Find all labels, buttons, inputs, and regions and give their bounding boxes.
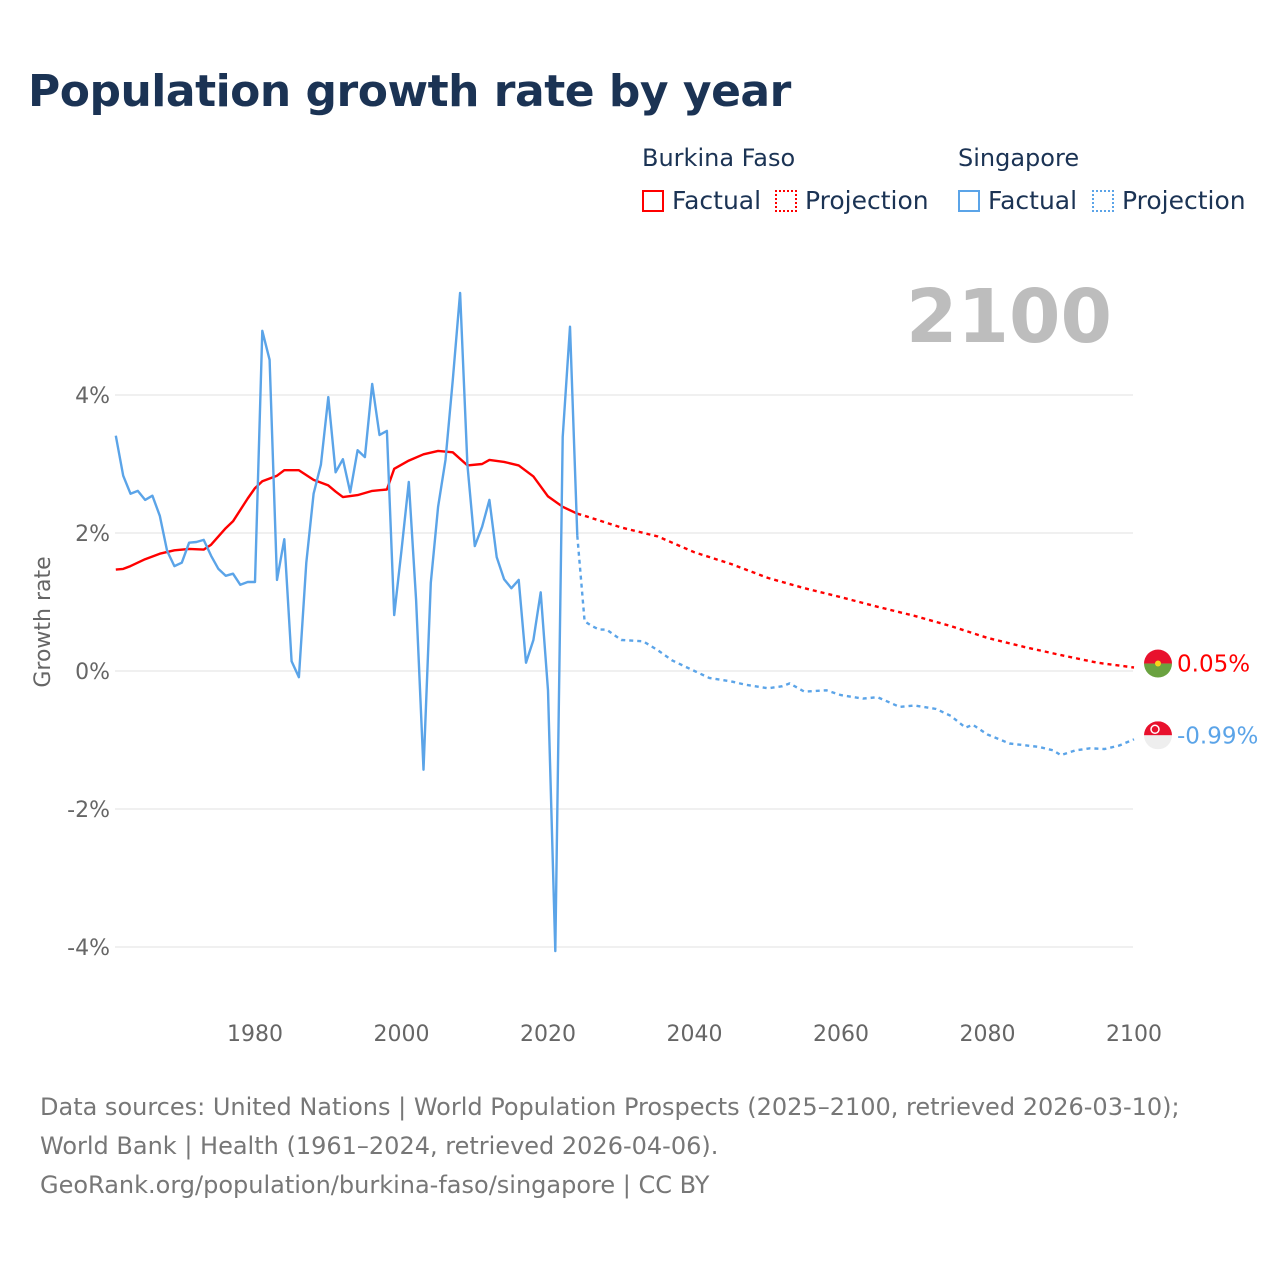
- y-tick-label: 4%: [75, 384, 110, 409]
- legend-label: Projection: [1122, 186, 1246, 215]
- series-line-burkina-faso-projection: [576, 512, 1135, 669]
- legend-singapore-factual[interactable]: Factual: [958, 186, 1077, 215]
- chart-plot: 2100 Growth rate 4% 2% 0% -2% -4% 1980 2000 202…: [31, 274, 1258, 1047]
- legend-group-singapore: Singapore: [958, 144, 1080, 172]
- y-tick-label: -4%: [67, 936, 110, 961]
- x-tick-label: 2080: [960, 1022, 1016, 1047]
- year-indicator: 2100: [906, 274, 1112, 360]
- legend-swatch-dotted: [775, 189, 797, 212]
- series-line-singapore-factual: [114, 291, 579, 953]
- y-tick-label: -2%: [67, 798, 110, 823]
- legend-swatch-solid: [958, 189, 980, 212]
- legend-swatch-solid: [642, 189, 664, 212]
- x-tick-label: 2060: [813, 1022, 869, 1047]
- source-link[interactable]: GeoRank.org/population/burkina-faso/sing…: [40, 1171, 710, 1199]
- x-tick-label: 2020: [520, 1022, 576, 1047]
- legend-label: Factual: [988, 186, 1078, 215]
- flag-singapore-icon: [1144, 721, 1172, 750]
- end-value-label: 0.05%: [1177, 652, 1250, 678]
- y-tick-label: 0%: [75, 660, 110, 685]
- series-line-singapore-projection: [576, 535, 1135, 757]
- x-tick-label: 1980: [227, 1022, 283, 1047]
- legend-burkina-projection[interactable]: Projection: [775, 186, 929, 215]
- y-axis-label: Growth rate: [31, 556, 56, 687]
- x-tick-label: 2100: [1106, 1022, 1162, 1047]
- legend-singapore-projection[interactable]: Projection: [1092, 186, 1246, 215]
- data-sources: Data sources: United Nations | World Pop…: [40, 1093, 1180, 1160]
- y-tick-label: 2%: [75, 522, 110, 547]
- legend-group-burkina-faso: Burkina Faso: [642, 144, 796, 172]
- x-tick-label: 2040: [667, 1022, 723, 1047]
- legend-swatch-dotted: [1092, 189, 1114, 212]
- x-tick-label: 2000: [374, 1022, 430, 1047]
- flag-burkina-faso-icon: [1144, 649, 1172, 678]
- end-value-label: -0.99%: [1177, 723, 1258, 749]
- footer: Data sources: United Nations | World Pop…: [40, 1088, 1240, 1205]
- legend-label: Projection: [805, 186, 929, 215]
- legend-label: Factual: [672, 186, 762, 215]
- chart-title: Population growth rate by year: [28, 66, 791, 117]
- legend-burkina-factual[interactable]: Factual: [642, 186, 761, 215]
- series-line-burkina-faso-factual: [115, 449, 578, 571]
